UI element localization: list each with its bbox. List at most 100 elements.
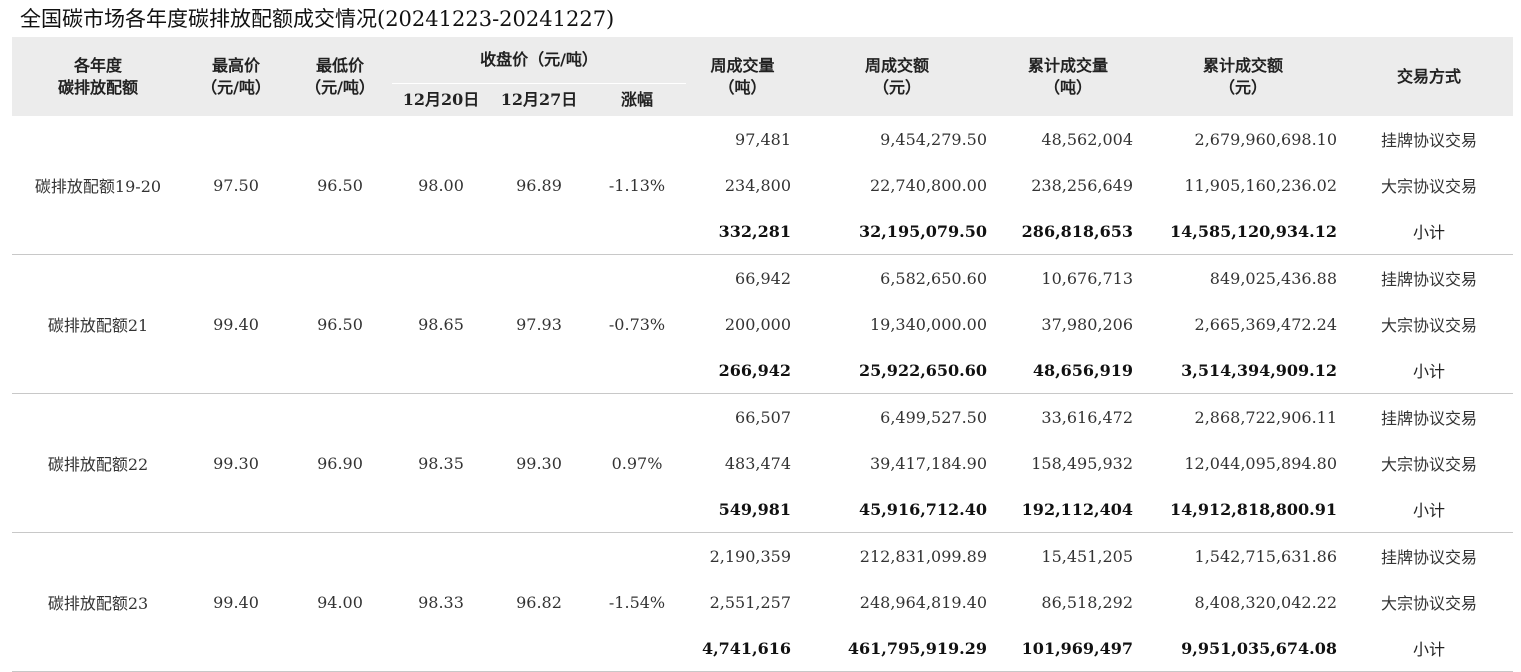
change-cell: -0.73% (588, 254, 687, 394)
cum-volume-cell: 286,818,653 (995, 208, 1142, 255)
header-week-amount: 周成交额 （元） (799, 37, 996, 116)
close-prev-cell: 98.35 (392, 393, 490, 533)
low-price-cell: 96.50 (288, 254, 392, 394)
week-amount-cell: 22,740,800.00 (869, 175, 988, 195)
table-row: 483,474 39,417,184.90 158,495,932 12,044,09… (12, 440, 1513, 486)
change-cell: -1.13% (588, 116, 687, 255)
cum-amount-cell: 849,025,436.88 (1209, 268, 1338, 288)
table-row: 200,000 19,340,000.00 37,980,206 2,665,369,… (12, 301, 1513, 347)
page-title: 全国碳市场各年度碳排放配额成交情况(20241223-20241227) (20, 7, 615, 31)
week-amount-cell: 32,195,079.50 (799, 208, 996, 255)
high-price-cell: 97.50 (184, 116, 288, 255)
week-amount-cell: 25,922,650.60 (799, 347, 996, 394)
close-curr-cell: 96.82 (490, 532, 588, 672)
subtotal-row: 266,942 25,922,650.60 48,656,919 3,514,394,… (12, 347, 1514, 394)
cum-volume-cell: 192,112,404 (995, 486, 1142, 533)
header-high-line2: （元/吨） (201, 77, 271, 97)
cum-volume-cell: 48,656,919 (995, 347, 1142, 394)
header-cum-amt-line2: （元） (1219, 77, 1268, 97)
cum-amount-cell: 2,665,369,472.24 (1194, 314, 1338, 334)
week-volume-cell: 2,190,359 (709, 546, 792, 566)
cum-amount-cell: 2,868,722,906.11 (1194, 407, 1338, 427)
header-cum-vol-line2: （吨） (1044, 77, 1093, 97)
week-volume-cell: 200,000 (724, 314, 792, 334)
low-price-cell: 94.00 (288, 532, 392, 672)
product-name-cell: 碳排放配额23 (12, 532, 184, 672)
cum-volume-cell: 10,676,713 (1041, 268, 1134, 288)
product-name-cell: 碳排放配额19-20 (12, 116, 184, 255)
header-cum-amount: 累计成交额 （元） (1141, 37, 1346, 116)
method-cell: 大宗协议交易 (1381, 594, 1478, 613)
header-week-amt-line2: （元） (873, 77, 922, 97)
week-volume-cell: 549,981 (686, 486, 800, 533)
header-week-amt-line1: 周成交额 (865, 55, 930, 75)
week-volume-cell: 4,741,616 (686, 625, 800, 672)
method-cell: 挂牌协议交易 (1381, 131, 1478, 150)
header-cum-vol-line1: 累计成交量 (1028, 55, 1109, 75)
week-amount-cell: 248,964,819.40 (859, 592, 988, 612)
week-amount-cell: 6,499,527.50 (880, 407, 988, 427)
cum-volume-cell: 15,451,205 (1041, 546, 1134, 566)
product-name-cell: 碳排放配额21 (12, 254, 184, 394)
method-cell: 大宗协议交易 (1381, 316, 1478, 335)
low-price-cell: 96.50 (288, 116, 392, 255)
cum-volume-cell: 101,969,497 (995, 625, 1142, 672)
close-prev-cell: 98.00 (392, 116, 490, 255)
method-cell: 挂牌协议交易 (1381, 409, 1478, 428)
week-volume-cell: 2,551,257 (709, 592, 792, 612)
cum-amount-cell: 1,542,715,631.86 (1194, 546, 1338, 566)
table-row: 碳排放配额23 99.40 94.00 98.33 96.82 -1.54% 2,190,3… (12, 532, 1513, 672)
close-curr-cell: 97.93 (490, 254, 588, 394)
week-volume-cell: 234,800 (724, 175, 792, 195)
subtotal-row: 332,281 32,195,079.50 286,818,653 14,585,12… (12, 208, 1514, 255)
cum-volume-cell: 86,518,292 (1041, 592, 1134, 612)
table-row: 234,800 22,740,800.00 238,256,649 11,905,16… (12, 162, 1513, 208)
cum-amount-cell: 9,951,035,674.08 (1141, 625, 1346, 672)
week-amount-cell: 45,916,712.40 (799, 486, 996, 533)
subtotal-row: 549,981 45,916,712.40 192,112,404 14,912,81… (12, 486, 1514, 533)
method-cell: 小计 (1345, 486, 1514, 533)
header-high-price: 最高价 （元/吨） (184, 37, 288, 116)
header-week-volume: 周成交量 （吨） (686, 37, 800, 116)
cum-amount-cell: 14,912,818,800.91 (1141, 486, 1346, 533)
week-volume-cell: 66,942 (735, 268, 792, 288)
table-header: 各年度 碳排放配额 最高价 （元/吨） 最低价 （元/吨） 收盘价（元/吨） 周… (12, 37, 1514, 116)
week-volume-cell: 483,474 (724, 453, 792, 473)
week-volume-cell: 332,281 (686, 208, 800, 255)
table-row: 碳排放配额21 99.40 96.50 98.65 97.93 -0.73% 66,942 6… (12, 254, 1513, 394)
header-low-price: 最低价 （元/吨） (288, 37, 392, 116)
cum-volume-cell: 48,562,004 (1041, 129, 1134, 149)
cum-amount-cell: 12,044,095,894.80 (1184, 453, 1338, 473)
close-curr-cell: 99.30 (490, 393, 588, 533)
week-amount-cell: 19,340,000.00 (869, 314, 988, 334)
header-product-line2: 碳排放配额 (57, 77, 138, 97)
high-price-cell: 99.40 (184, 532, 288, 672)
header-low-line1: 最低价 (315, 55, 364, 75)
header-close-prev: 12月20日 (392, 83, 490, 116)
week-amount-cell: 39,417,184.90 (869, 453, 988, 473)
cum-volume-cell: 158,495,932 (1031, 453, 1134, 473)
table-body: 碳排放配额19-20 97.50 96.50 98.00 96.89 -1.13% 97,4… (12, 116, 1514, 672)
header-close-curr: 12月27日 (490, 83, 588, 116)
header-week-vol-line2: （吨） (718, 77, 767, 97)
cum-amount-cell: 11,905,160,236.02 (1184, 175, 1338, 195)
high-price-cell: 99.40 (184, 254, 288, 394)
week-amount-cell: 461,795,919.29 (799, 625, 996, 672)
product-name-cell: 碳排放配额22 (12, 393, 184, 533)
table-row: 碳排放配额19-20 97.50 96.50 98.00 96.89 -1.13% 97,4… (12, 116, 1513, 255)
header-week-vol-line1: 周成交量 (710, 55, 775, 75)
header-cum-volume: 累计成交量 （吨） (995, 37, 1142, 116)
method-cell: 小计 (1345, 208, 1514, 255)
change-cell: -1.54% (588, 532, 687, 672)
week-amount-cell: 9,454,279.50 (880, 129, 988, 149)
high-price-cell: 99.30 (184, 393, 288, 533)
method-cell: 挂牌协议交易 (1381, 548, 1478, 567)
header-close-group: 收盘价（元/吨） (392, 37, 687, 84)
close-curr-cell: 96.89 (490, 116, 588, 255)
week-amount-cell: 212,831,099.89 (859, 546, 988, 566)
header-high-line1: 最高价 (211, 55, 260, 75)
carbon-trading-table: 各年度 碳排放配额 最高价 （元/吨） 最低价 （元/吨） 收盘价（元/吨） 周… (12, 37, 1514, 672)
header-low-line2: （元/吨） (305, 77, 375, 97)
week-volume-cell: 97,481 (735, 129, 792, 149)
week-amount-cell: 6,582,650.60 (880, 268, 988, 288)
